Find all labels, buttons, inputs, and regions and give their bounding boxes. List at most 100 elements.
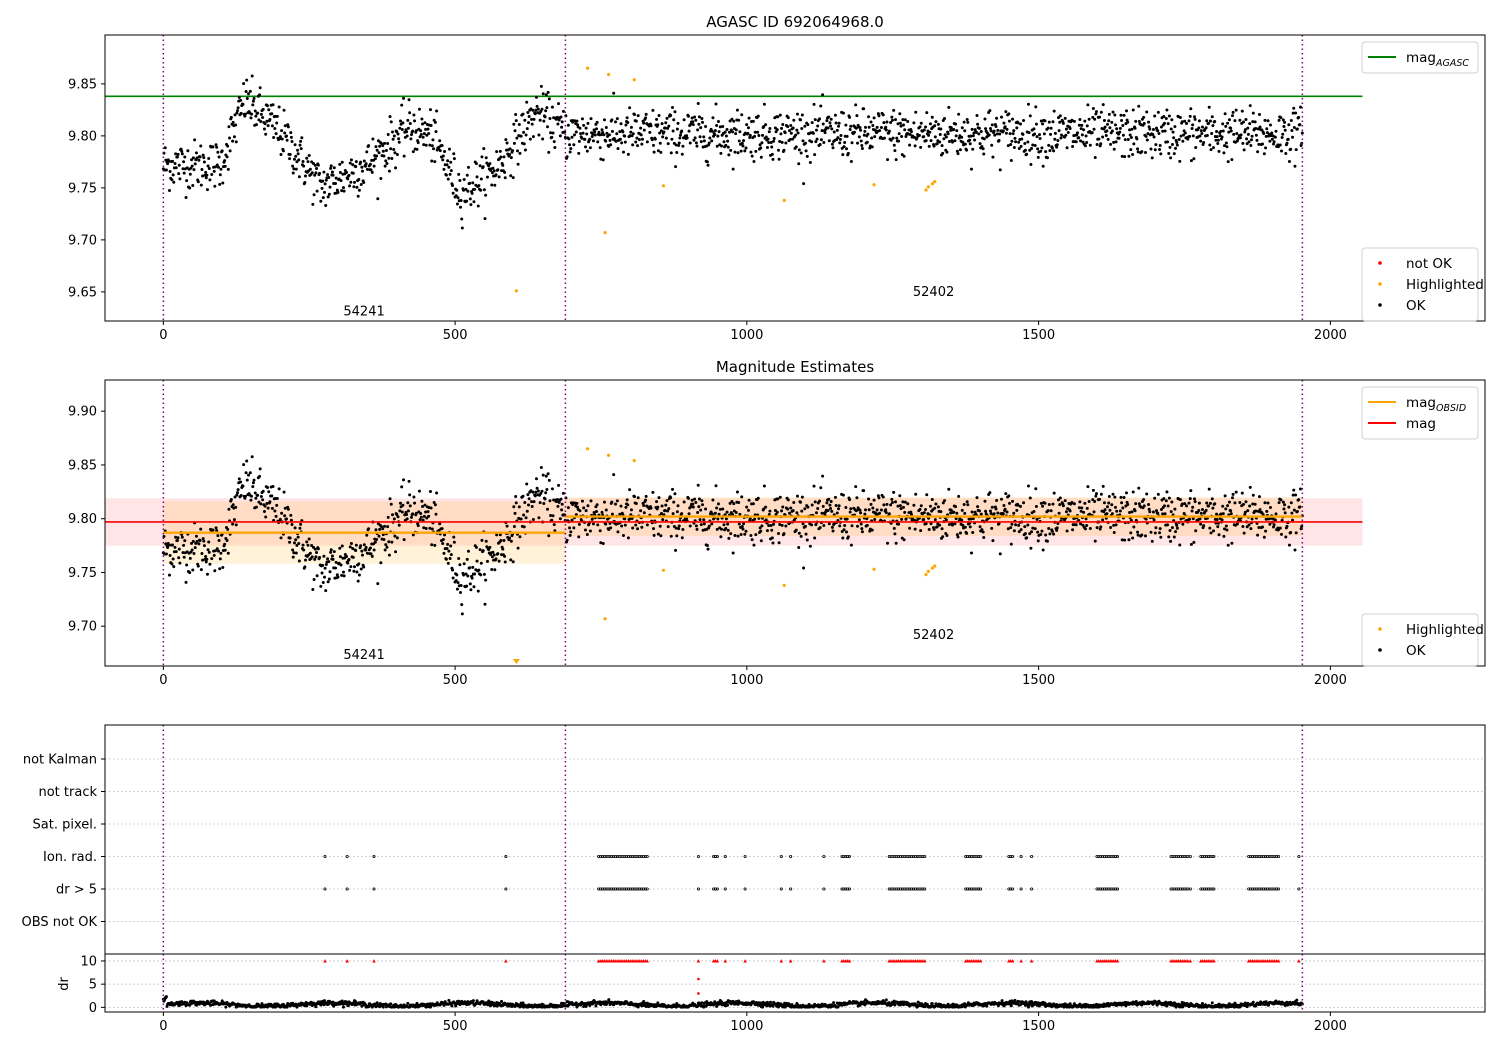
- p1-ok-point: [734, 132, 738, 136]
- p1-ok-point: [1219, 129, 1223, 133]
- p2-ok-point: [609, 526, 613, 530]
- p1-ok-point: [1207, 105, 1211, 109]
- p1-ok-point: [466, 165, 470, 169]
- p2-ok-point: [1088, 526, 1092, 530]
- p1-ok-point: [311, 162, 315, 166]
- p1-ok-point: [480, 155, 484, 159]
- p1-ok-point: [362, 181, 366, 185]
- p1-ok-point: [1166, 140, 1170, 144]
- p1-ok-point: [270, 112, 274, 116]
- p2-ok-point: [349, 565, 353, 569]
- p1-ok-point: [892, 143, 896, 147]
- p2-ok-point: [664, 503, 668, 507]
- p3-flag-point: [847, 855, 851, 859]
- p2-ok-point: [180, 535, 184, 539]
- p1-ok-point: [1190, 126, 1194, 130]
- p2-ok-point: [1220, 518, 1224, 522]
- p2-ok-point: [689, 505, 693, 509]
- p2-ok-point: [714, 484, 718, 488]
- p2-ok-point: [1085, 506, 1089, 510]
- p2-ok-point: [1086, 485, 1090, 489]
- p1-ok-point: [746, 126, 750, 130]
- p1-ok-point: [717, 130, 721, 134]
- p2-ok-point: [244, 471, 248, 475]
- p2-ok-point: [1162, 497, 1166, 501]
- p2-ok-point: [1215, 512, 1219, 516]
- p1-ok-point: [894, 158, 898, 162]
- p1-ok-point: [386, 142, 390, 146]
- p2-ok-point: [1209, 531, 1213, 535]
- p1-ok-point: [447, 147, 451, 151]
- p1-ok-point: [788, 129, 792, 133]
- p1-ok-point: [1080, 123, 1084, 127]
- p1-ok-point: [514, 119, 518, 123]
- p1-ok-point: [444, 173, 448, 177]
- p1-ok-point: [1250, 134, 1254, 138]
- p2-ok-point: [799, 534, 803, 538]
- p1-ok-point: [990, 143, 994, 147]
- p1-ok-point: [1002, 121, 1006, 125]
- p2-ok-point: [364, 546, 368, 550]
- p1-ok-point: [616, 147, 620, 151]
- p2-ok-point: [842, 528, 846, 532]
- p1-ok-point: [491, 166, 495, 170]
- p1-ok-point: [411, 129, 415, 133]
- p1-ok-point: [441, 154, 445, 158]
- p1-ok-point: [249, 116, 253, 120]
- p1-ok-point: [981, 147, 985, 151]
- p1-ok-point: [829, 117, 833, 121]
- p1-ok-point: [1280, 149, 1284, 153]
- p1-ok-point: [268, 118, 272, 122]
- p1-ok-point: [530, 117, 534, 121]
- p2-ok-point: [538, 501, 542, 505]
- p2-ok-point: [726, 528, 730, 532]
- p2-ok-point: [827, 497, 831, 501]
- p2-ok-point: [499, 539, 503, 543]
- p1-ok-point: [1077, 123, 1081, 127]
- p1-ok-point: [593, 130, 597, 134]
- p1-ok-point: [1080, 133, 1084, 137]
- p1-ok-point: [332, 166, 336, 170]
- p1-ok-point: [694, 118, 698, 122]
- p1-ok-point: [1264, 134, 1268, 138]
- p1-ok-point: [1017, 146, 1021, 150]
- p2-ok-point: [1183, 502, 1187, 506]
- p1-ok-point: [349, 180, 353, 184]
- p2-ok-point: [1150, 539, 1154, 543]
- p2-ok-point: [849, 507, 853, 511]
- p2-ok-point: [334, 566, 338, 570]
- p2-ok-point: [768, 509, 772, 513]
- p1-ok-point: [1229, 126, 1233, 130]
- p1-ok-point: [661, 135, 665, 139]
- p2-ok-point: [718, 507, 722, 511]
- p1-ok-point: [697, 115, 701, 119]
- p1-ok-point: [806, 123, 810, 127]
- p1-ok-point: [674, 143, 678, 147]
- p2-highlighted-point: [603, 617, 607, 621]
- p2-ok-point: [1040, 529, 1044, 533]
- p1-ok-point: [525, 127, 529, 131]
- p2-ok-point: [1007, 501, 1011, 505]
- p1-highlighted-point: [926, 185, 930, 189]
- p2-ok-point: [656, 532, 660, 536]
- p1-ok-point: [1060, 133, 1064, 137]
- p2-ok-point: [534, 477, 538, 481]
- p1-ok-point: [406, 118, 410, 122]
- p2-ok-point: [1034, 504, 1038, 508]
- p1-ok-point: [1261, 142, 1265, 146]
- p1-ok-point: [397, 140, 401, 144]
- p1-ok-point: [254, 114, 258, 118]
- p2-ok-point: [1026, 523, 1030, 527]
- p1-ok-point: [692, 138, 696, 142]
- p3-flag-point: [345, 887, 349, 891]
- p2-ok-point: [394, 550, 398, 554]
- p1-ok-point: [927, 144, 931, 148]
- p2-ok-point: [247, 473, 251, 477]
- p1-ok-point: [479, 177, 483, 181]
- p2-ok-point: [190, 548, 194, 552]
- p2-ok-point: [223, 542, 227, 546]
- p2-ok-point: [237, 477, 241, 481]
- p1-ok-point: [759, 155, 763, 159]
- p1-ok-point: [1131, 108, 1135, 112]
- p3-flag-point: [1019, 887, 1023, 891]
